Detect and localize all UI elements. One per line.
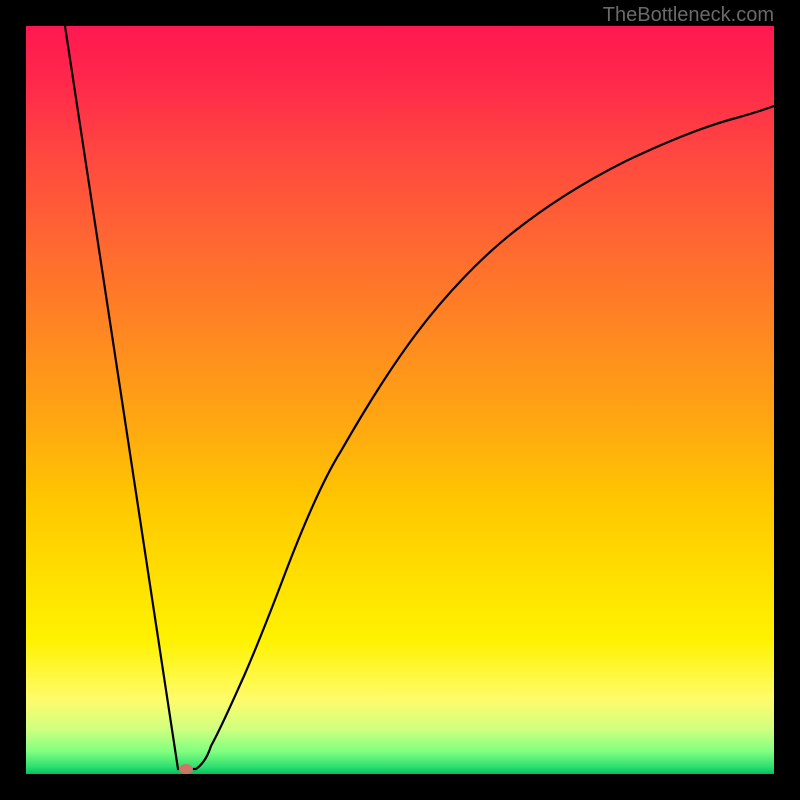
minimum-marker <box>179 764 193 774</box>
bottleneck-curve <box>65 26 774 769</box>
curve-svg <box>26 26 774 774</box>
chart-container: TheBottleneck.com <box>0 0 800 800</box>
watermark-text: TheBottleneck.com <box>603 4 774 27</box>
